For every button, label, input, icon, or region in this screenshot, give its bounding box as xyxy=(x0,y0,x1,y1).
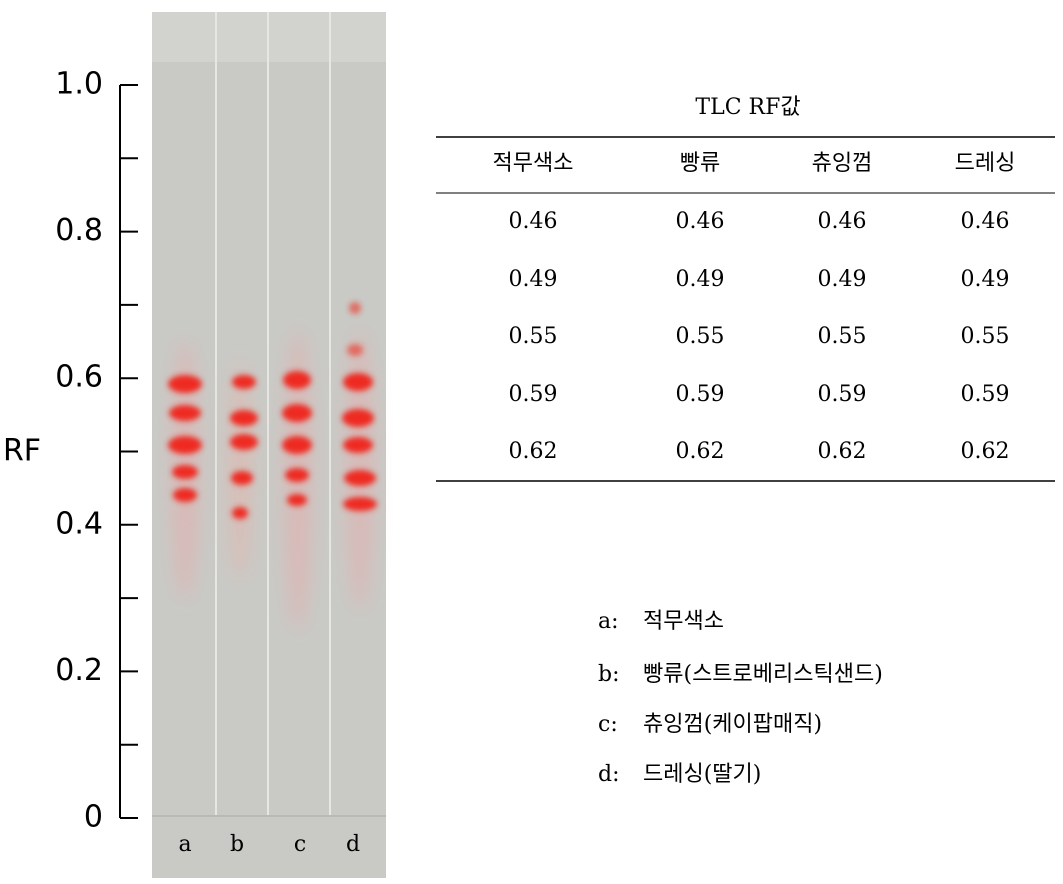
table-cell: 0.49 xyxy=(961,267,1010,292)
table-cell: 0.46 xyxy=(676,209,725,234)
axis-label: RF xyxy=(3,434,41,469)
legend-text: 드레싱(딸기) xyxy=(643,762,761,787)
legend-key: b: xyxy=(598,662,620,687)
table-cell: 0.55 xyxy=(818,324,867,349)
legend-text: 적무색소 xyxy=(643,609,724,634)
y-tick-label: 1.0 xyxy=(55,67,103,102)
y-tick-label: 0.2 xyxy=(55,653,103,688)
table-cell: 0.49 xyxy=(818,267,867,292)
y-tick-label: 0.6 xyxy=(55,360,103,395)
table-cell: 0.55 xyxy=(509,324,558,349)
table-header: 츄잉껌 xyxy=(812,151,873,176)
table-header: 빵류 xyxy=(680,151,720,176)
y-tick-label: 0.8 xyxy=(55,213,103,248)
table-cell: 0.49 xyxy=(509,267,558,292)
legend-key: d: xyxy=(598,762,620,787)
legend-key: c: xyxy=(598,712,618,737)
y-tick-label: 0 xyxy=(84,800,103,835)
table-cell: 0.49 xyxy=(676,267,725,292)
legend-key: a: xyxy=(598,609,619,634)
table-cell: 0.62 xyxy=(961,439,1010,464)
table-cell: 0.59 xyxy=(509,382,558,407)
legend-text: 츄잉껌(케이팝매직) xyxy=(643,712,822,737)
table-cell: 0.62 xyxy=(818,439,867,464)
lane-label: c xyxy=(294,832,306,857)
table-cell: 0.62 xyxy=(676,439,725,464)
table-header: 드레싱 xyxy=(955,151,1016,176)
table-cell: 0.46 xyxy=(961,209,1010,234)
table-cell: 0.62 xyxy=(509,439,558,464)
table-title: TLC RF값 xyxy=(695,95,800,120)
lane-label: b xyxy=(230,832,244,857)
y-tick-label: 0.4 xyxy=(55,506,103,541)
tlc-plate xyxy=(152,12,386,878)
table-cell: 0.59 xyxy=(961,382,1010,407)
table-header: 적무색소 xyxy=(493,151,574,176)
lane-label: d xyxy=(346,832,360,857)
table-cell: 0.55 xyxy=(676,324,725,349)
lane-label: a xyxy=(178,832,191,857)
table-cell: 0.46 xyxy=(509,209,558,234)
legend-text: 빵류(스트로베리스틱샌드) xyxy=(643,662,883,687)
table-cell: 0.59 xyxy=(818,382,867,407)
table-cell: 0.46 xyxy=(818,209,867,234)
table-cell: 0.59 xyxy=(676,382,725,407)
table-cell: 0.55 xyxy=(961,324,1010,349)
